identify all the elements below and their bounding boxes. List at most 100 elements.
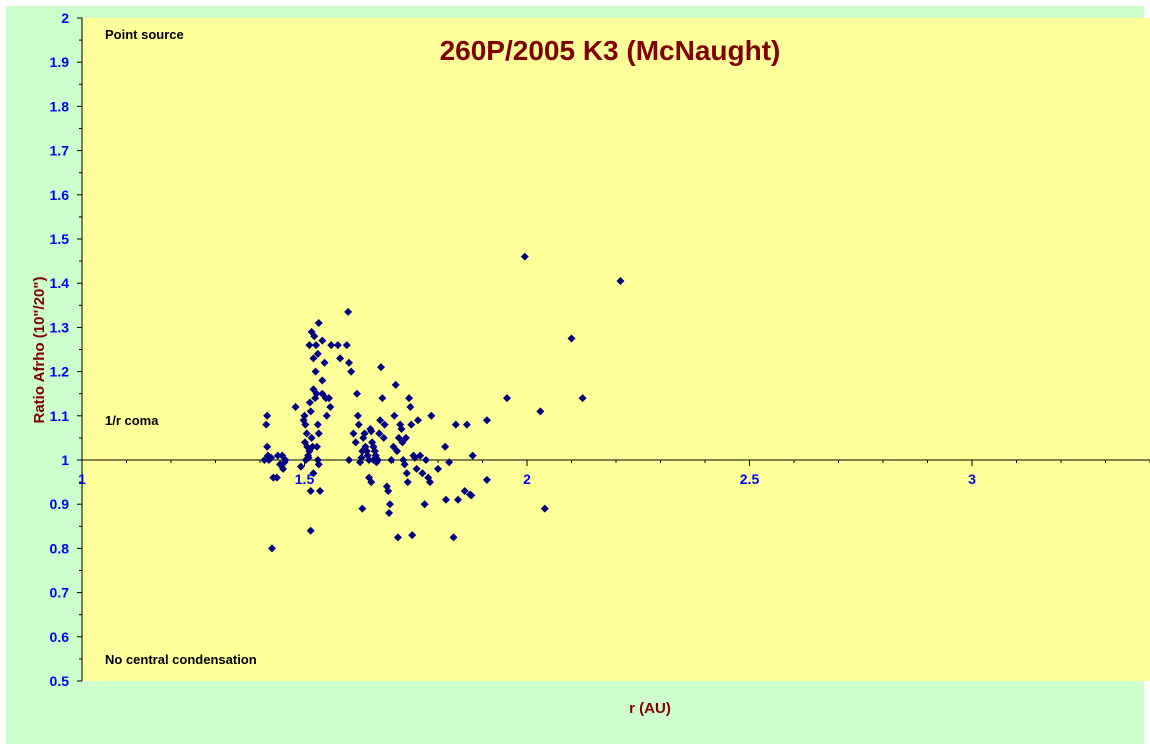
data-point-marker [416,451,425,460]
data-point-marker [425,478,434,487]
data-point-marker [365,456,374,464]
axes [77,17,1150,682]
annotation-1-over-r-coma: 1/r coma [105,413,159,428]
data-point-marker [402,469,411,478]
data-point-marker [296,462,305,471]
data-point-marker [307,433,316,442]
data-point-marker [460,486,469,495]
data-point-marker [449,533,458,542]
y-tick-label: 1.6 [50,187,70,203]
data-point-marker [403,478,412,487]
data-point-marker [502,394,511,403]
data-point-marker [354,420,363,429]
data-point-marker [391,380,400,389]
data-point-marker [301,420,310,429]
data-point-marker [322,411,331,420]
data-point-marker [312,341,321,350]
data-point-marker [540,504,549,513]
data-point-marker [378,394,387,403]
data-point-marker [314,429,323,438]
tick-labels: 0.5 0.6 0.7 0.8 0.9 1 1.1 1.2 1.3 1.4 1.5 1.6 1.7 1.8… [50,10,977,689]
data-point-marker [263,442,272,451]
data-point-marker [408,531,417,540]
data-point-marker [385,509,394,518]
data-point-marker [347,367,356,376]
data-point-marker [262,420,271,429]
data-point-marker [279,464,288,473]
data-point-marker [468,451,477,460]
data-point-marker [267,453,276,462]
data-point-marker [367,478,376,487]
data-points [260,252,625,553]
data-point-marker [306,526,315,535]
data-point-marker [427,411,436,420]
data-point-marker [401,433,410,442]
data-point-marker [367,427,376,436]
data-point-marker [520,252,529,261]
data-point-marker [451,420,460,429]
y-tick-label: 0.9 [50,496,70,512]
y-tick-label: 1.1 [50,408,70,424]
data-point-marker [273,451,282,460]
data-point-marker [268,544,277,553]
data-point-marker [263,411,272,420]
data-point-marker [327,341,336,350]
data-point-marker [345,456,353,464]
y-axis-label: Ratio Afrho (10"/20") [31,276,48,423]
data-point-marker [326,402,335,411]
data-point-marker [418,469,427,478]
data-point-marker [482,475,491,484]
data-point-marker [311,367,320,376]
data-point-marker [308,442,317,451]
data-point-marker [310,332,319,341]
data-point-marker [442,495,451,504]
data-point-marker [260,456,269,464]
x-tick-label: 1.5 [295,471,315,487]
data-point-marker [393,447,402,456]
data-point-marker [462,420,471,429]
data-point-marker [357,453,366,462]
data-point-marker [305,398,314,407]
data-point-marker [384,486,393,495]
data-point-marker [305,341,314,350]
data-point-marker [300,411,309,420]
y-tick-label: 1.3 [50,319,70,335]
data-point-marker [344,307,353,316]
y-tick-label: 1.8 [50,98,70,114]
data-point-marker [400,460,409,469]
data-point-marker [421,456,430,464]
data-point-marker [380,420,389,429]
data-point-marker [320,358,329,367]
data-point-marker [309,354,318,363]
data-point-marker [434,464,442,473]
data-point-marker [360,429,369,438]
y-tick-label: 0.8 [50,540,70,556]
data-point-marker [316,486,325,495]
annotation-no-central-condensation: No central condensation [105,652,257,667]
data-point-marker [405,394,414,403]
data-point-marker [318,376,327,385]
data-point-marker [309,469,318,478]
y-tick-label: 0.7 [50,585,70,601]
data-point-marker [412,464,421,473]
data-point-marker [371,453,380,462]
data-point-marker [466,490,475,499]
data-point-marker [353,411,362,420]
x-tick-label: 2.5 [740,471,760,487]
data-point-marker [302,429,311,438]
data-point-marker [313,349,322,358]
data-point-marker [314,460,323,469]
x-axis-label: r (AU) [629,700,671,717]
data-point-marker [482,416,491,425]
data-point-marker [306,486,315,495]
data-point-marker [387,456,396,464]
data-point-marker [333,341,342,350]
data-point-marker [336,354,345,363]
data-point-marker [272,473,281,482]
data-point-marker [313,420,322,429]
data-point-marker [342,341,351,350]
data-point-marker [353,389,362,398]
data-point-marker [567,334,576,343]
data-point-marker [375,429,384,438]
data-point-marker [379,433,388,442]
